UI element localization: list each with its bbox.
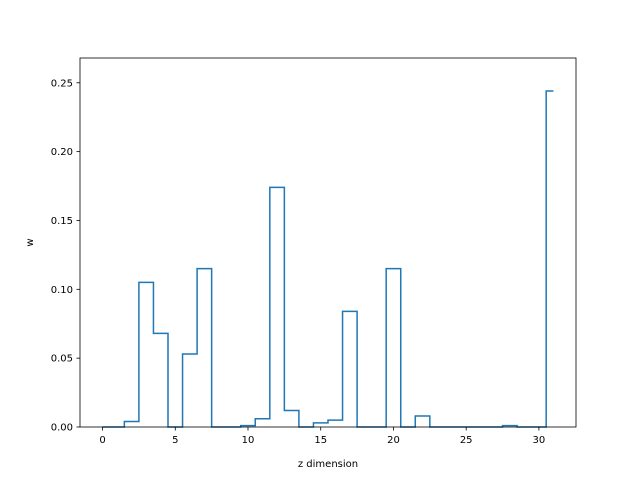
x-tick-label: 20 xyxy=(387,435,400,446)
x-tick-label: 10 xyxy=(242,435,255,446)
y-tick-label: 0.00 xyxy=(51,423,73,434)
x-axis-label: z dimension xyxy=(298,459,358,470)
y-tick-label: 0.10 xyxy=(51,285,73,296)
y-tick-label: 0.15 xyxy=(51,216,73,227)
axes-frame xyxy=(79,57,577,428)
x-tick-label: 15 xyxy=(314,435,327,446)
axes: 0 5 10 15 20 25 30 0.00 0.05 0.10 0.15 0.20 0.25 xyxy=(51,57,577,446)
y-axis-label: w xyxy=(25,238,36,246)
x-tick-label: 30 xyxy=(533,435,546,446)
x-tick-label: 25 xyxy=(460,435,473,446)
x-tick-label: 0 xyxy=(99,435,105,446)
y-tick-label: 0.25 xyxy=(51,78,73,89)
y-tick-label: 0.20 xyxy=(51,147,73,158)
x-tick-label: 5 xyxy=(172,435,178,446)
y-tick-label: 0.05 xyxy=(51,354,73,365)
